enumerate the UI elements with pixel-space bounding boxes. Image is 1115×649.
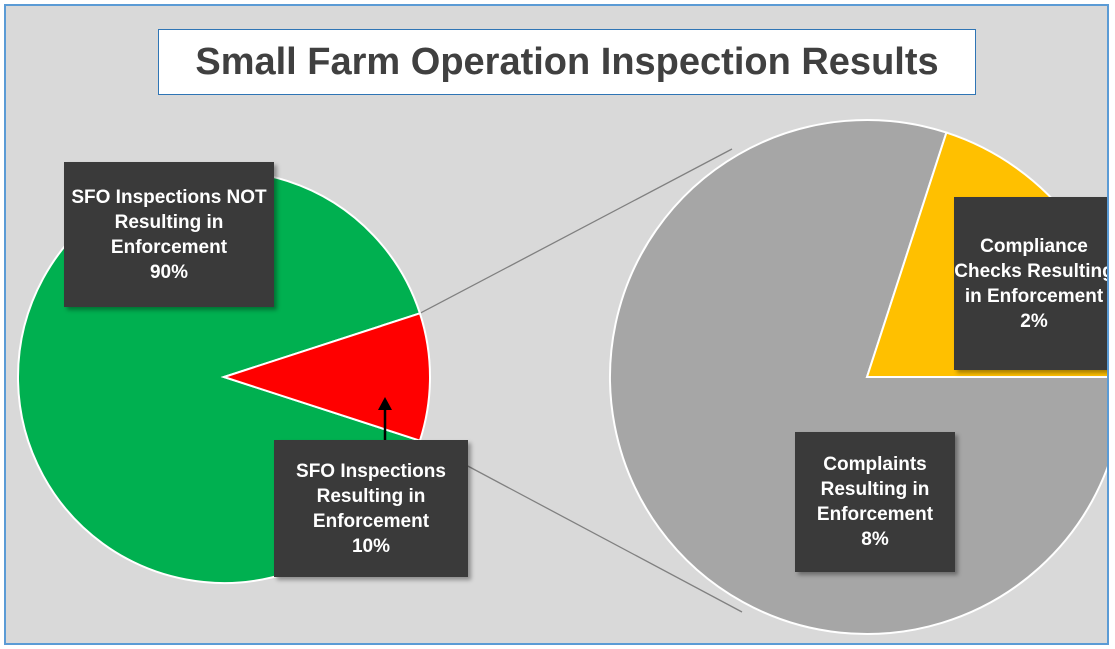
label-value: 90% [149, 261, 189, 283]
data-label: Complaints Resulting in Enforcement 8% [795, 432, 955, 572]
data-label: SFO Inspections Resulting in Enforcement… [274, 440, 468, 577]
data-label: Compliance Checks Resulting in Enforceme… [954, 197, 1109, 370]
pie-slice [220, 312, 431, 442]
arrow-head [378, 397, 392, 410]
label-category: Complaints Resulting in Enforcement [816, 454, 934, 525]
label-category: SFO Inspections Resulting in Enforcement [296, 460, 446, 532]
pie-slice [609, 119, 1107, 635]
label-value: 10% [351, 535, 391, 557]
label-value: 2% [1020, 310, 1048, 332]
label-category: SFO Inspections NOT Resulting in Enforce… [71, 186, 267, 258]
connector [419, 148, 733, 314]
chart-title: Small Farm Operation Inspection Results [158, 29, 976, 95]
chart-area: Small Farm Operation Inspection Results … [4, 4, 1109, 645]
connector [463, 463, 743, 613]
label-value: 8% [861, 529, 889, 550]
label-category: Compliance Checks Resulting in Enforceme… [954, 235, 1109, 307]
data-label: SFO Inspections NOT Resulting in Enforce… [64, 162, 274, 307]
